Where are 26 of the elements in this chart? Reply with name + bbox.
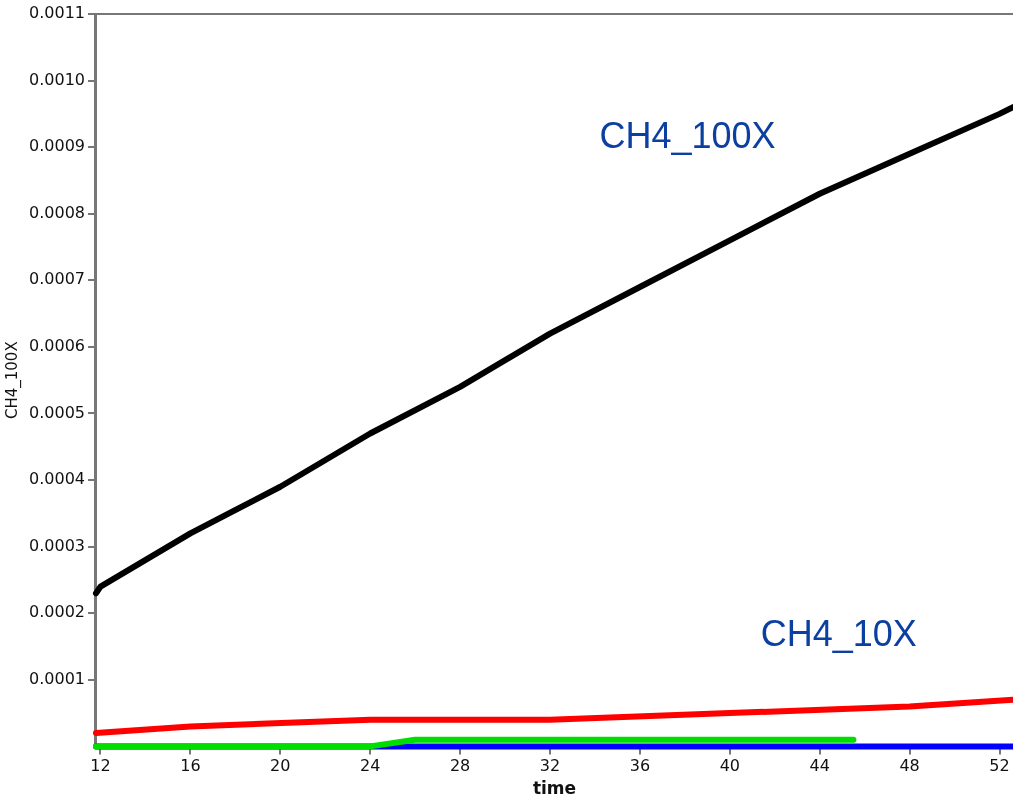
y-tick-label: 0.0006 — [29, 336, 85, 356]
annotation: CH4_10X — [760, 613, 917, 655]
x-tick-label: 32 — [539, 756, 561, 776]
y-tick-label: 0.0009 — [29, 136, 85, 156]
x-axis-title: time — [532, 778, 577, 799]
y-tick-label: 0.0001 — [29, 668, 85, 688]
x-tick-label: 20 — [270, 756, 291, 776]
x-tick-label: 52 — [989, 756, 1010, 776]
y-tick-label: 0.0003 — [29, 535, 85, 555]
y-axis-title: CH4_100X — [2, 341, 22, 420]
x-tick-label: 16 — [180, 756, 201, 776]
annotation: CH4_100X — [599, 115, 776, 157]
y-tick-label: 0.0005 — [29, 402, 85, 422]
x-tick-label: 40 — [719, 756, 740, 776]
y-tick-label: 0.0007 — [29, 269, 85, 289]
x-tick-label: 36 — [629, 756, 651, 776]
y-tick-label: 0.0010 — [29, 69, 85, 89]
x-tick-label: 44 — [809, 756, 830, 776]
y-tick-label: 0.0008 — [29, 202, 85, 222]
y-tick-label: 0.0011 — [29, 3, 85, 23]
x-tick-label: 28 — [449, 756, 471, 776]
x-tick-label: 12 — [90, 756, 111, 776]
y-tick-label: 0.0002 — [29, 602, 85, 622]
x-tick-label: 48 — [899, 756, 920, 776]
x-tick-label: 24 — [360, 756, 381, 776]
y-tick-label: 0.0004 — [29, 469, 85, 489]
